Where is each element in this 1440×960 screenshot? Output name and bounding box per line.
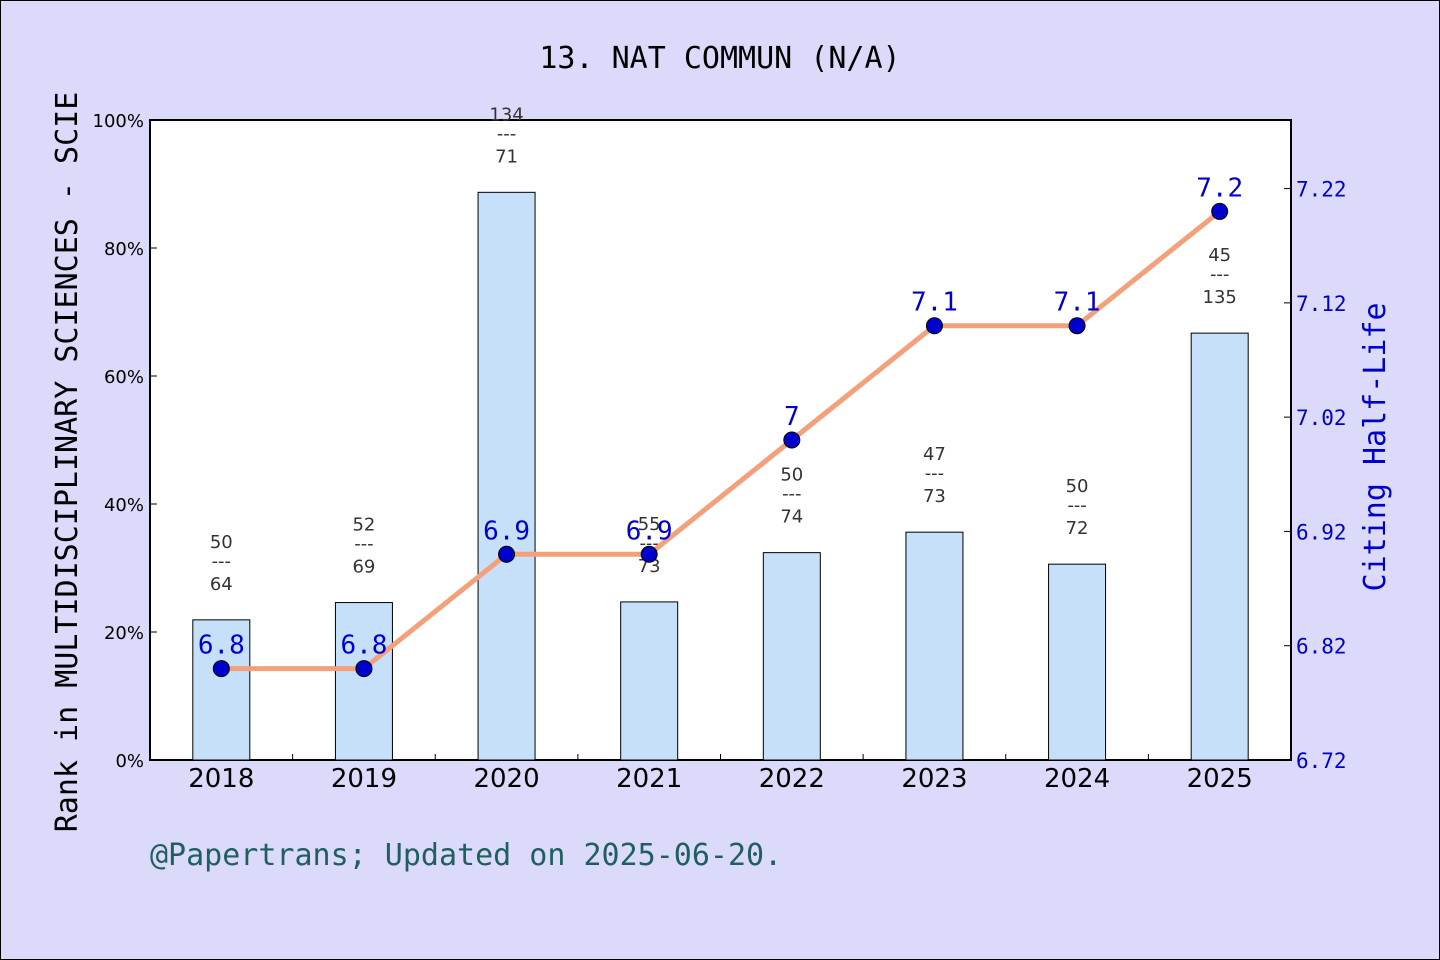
bar-2019 [334, 602, 393, 761]
bar-label-top-2020: 134 [489, 104, 523, 125]
half-life-line [221, 209, 1222, 672]
bar-label-top-2019: 52 [352, 515, 375, 536]
bar-label-bottom-2021: 73 [638, 556, 661, 577]
half-life-label-2018: 6.8 [198, 631, 245, 661]
y-axis-left: 0% 20% 40% 60% 80% 100% [93, 111, 157, 772]
x-axis: 2018 2019 2020 2021 2022 2023 2024 2025 [149, 754, 1292, 794]
bar-label-bottom-2022: 74 [780, 507, 803, 528]
bar-2023 [905, 531, 964, 761]
bar-label-top-2024: 50 [1066, 476, 1089, 497]
bar-label-bottom-2025: 135 [1203, 287, 1237, 308]
x-tick-label-2023: 2023 [901, 764, 967, 794]
bar-label-bottom-2020: 71 [495, 146, 518, 167]
bar-label-bottom-2018: 64 [210, 574, 233, 595]
bar-label-bottom-2023: 73 [923, 486, 946, 507]
half-life-label-2019: 6.8 [340, 631, 387, 661]
bar-2021 [620, 601, 679, 761]
y-left-tick-label: 60% [104, 367, 144, 388]
x-tick-label-2018: 2018 [188, 764, 254, 794]
half-life-label-2025: 7.2 [1196, 173, 1243, 203]
bar-2024 [1048, 563, 1107, 761]
bar-2022 [762, 552, 821, 761]
half-life-point-2025 [1211, 202, 1229, 220]
bar-label-mid-2025: --- [1210, 264, 1230, 285]
x-tick-label-2025: 2025 [1187, 764, 1253, 794]
y-left-tick-label: 100% [93, 111, 144, 132]
bar-label-bottom-2024: 72 [1066, 518, 1089, 539]
bar-label-bottom-2019: 69 [352, 557, 375, 578]
half-life-point-2023 [925, 317, 943, 335]
bar-label-top-2023: 47 [923, 444, 946, 465]
y-axis-left-label: Rank in MULTIDISCIPLINARY SCIENCES - SCI… [50, 92, 85, 833]
y-right-tick-label: 6.82 [1296, 635, 1347, 659]
half-life-point-2020 [498, 545, 516, 563]
bar-2020 [477, 191, 536, 761]
bar-2018 [192, 619, 251, 761]
half-life-label-2022: 7 [784, 402, 800, 432]
y-axis-right: 6.72 6.82 6.92 7.02 7.12 7.22 [1284, 120, 1347, 773]
y-right-tick-label: 6.72 [1296, 749, 1347, 773]
half-life-label-2020: 6.9 [483, 516, 530, 546]
bars-group [192, 191, 1249, 761]
bar-label-top-2025: 45 [1208, 245, 1231, 266]
x-tick-label-2019: 2019 [331, 764, 397, 794]
y-left-tick-label: 80% [104, 239, 144, 260]
y-axis-right-label: Citing Half-Life [1358, 303, 1393, 592]
half-life-label-2021: 6.9 [626, 516, 673, 546]
y-left-tick-label: 40% [104, 495, 144, 516]
plot-area [149, 119, 1292, 761]
bar-label-top-2022: 50 [780, 465, 803, 486]
y-right-tick-label: 7.22 [1296, 178, 1347, 202]
bar-labels-group: 50---6452---69134---7155---7350---7447--… [210, 104, 1237, 595]
x-tick-label-2022: 2022 [759, 764, 825, 794]
bar-label-mid-2020: --- [497, 123, 517, 144]
half-life-point-2022 [783, 431, 801, 449]
half-life-point-2018 [212, 660, 230, 678]
bar-label-mid-2023: --- [925, 463, 945, 484]
x-tick-label-2024: 2024 [1044, 764, 1110, 794]
y-right-tick-label: 7.02 [1296, 406, 1347, 430]
half-life-label-2023: 7.1 [911, 288, 958, 318]
y-right-tick-label: 7.12 [1296, 292, 1347, 316]
x-tick-label-2020: 2020 [473, 764, 539, 794]
x-tick-label-2021: 2021 [616, 764, 682, 794]
bar-label-mid-2019: --- [354, 534, 374, 555]
chart-title: 13. NAT COMMUN (N/A) [539, 41, 900, 76]
bar-label-top-2021: 55 [638, 514, 661, 535]
half-life-label-2024: 7.1 [1054, 288, 1101, 318]
bar-label-mid-2018: --- [212, 551, 232, 572]
bar-label-top-2018: 50 [210, 532, 233, 553]
half-life-point-2024 [1068, 317, 1086, 335]
footer-credit: @Papertrans; Updated on 2025-06-20. [150, 838, 782, 873]
bar-label-mid-2022: --- [782, 484, 802, 505]
bar-2025 [1190, 332, 1249, 761]
y-right-tick-label: 6.92 [1296, 520, 1347, 544]
half-life-point-2021 [640, 545, 658, 563]
y-left-tick-label: 20% [104, 623, 144, 644]
bar-label-mid-2024: --- [1067, 495, 1087, 516]
half-life-point-2019 [355, 660, 373, 678]
line-series-group: 6.8 6.8 6.9 6.9 7 7.1 7.1 7.2 [198, 173, 1243, 678]
y-left-tick-label: 0% [115, 751, 144, 772]
